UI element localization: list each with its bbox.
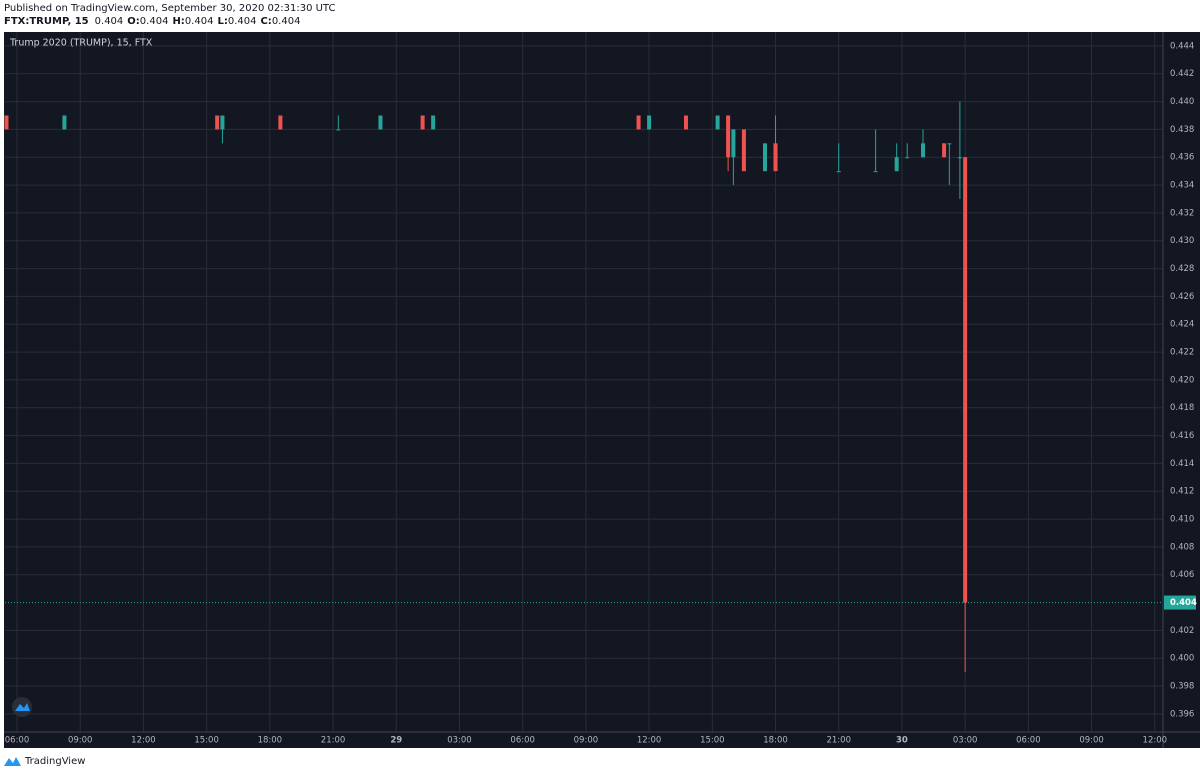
y-tick-label: 0.432: [1170, 208, 1194, 218]
candle-body: [683, 115, 688, 130]
candle-body: [741, 129, 746, 172]
y-tick-label: 0.444: [1170, 41, 1194, 51]
candle-body: [762, 143, 767, 172]
y-tick-label: 0.418: [1170, 403, 1194, 413]
candle-body: [836, 171, 841, 173]
candle-body: [773, 143, 778, 172]
ohlc-value: 0.404: [185, 16, 214, 27]
candle-body: [905, 157, 910, 159]
candle-body: [278, 115, 283, 130]
y-tick-label: 0.400: [1170, 654, 1194, 664]
ohlc-label: L:: [217, 16, 227, 27]
candle-body: [921, 143, 926, 158]
y-tick-label: 0.414: [1170, 459, 1194, 469]
y-tick-label: 0.428: [1170, 264, 1194, 274]
last-price-badge: [1164, 595, 1196, 610]
x-tick-label: 30: [896, 736, 908, 746]
ohlc-value: 0.404: [272, 16, 301, 27]
y-tick-label: 0.420: [1170, 375, 1194, 385]
ohlc-label: O:: [127, 16, 140, 27]
y-tick-label: 0.436: [1170, 153, 1194, 163]
x-tick-label: 15:00: [700, 736, 725, 746]
published-note: Published on TradingView.com, September …: [4, 3, 335, 14]
y-tick-label: 0.408: [1170, 542, 1194, 552]
candles: [4, 101, 968, 673]
x-tick-label: 06:00: [510, 736, 535, 746]
symbol-legend: FTX:TRUMP, 15 0.404 O:0.404 H:0.404 L:0.404 C…: [4, 16, 300, 27]
x-tick-label: 18:00: [763, 736, 788, 746]
x-tick-label: 18:00: [258, 736, 283, 746]
logo-icon: [15, 703, 30, 711]
x-tick-label: 12:00: [1143, 736, 1168, 746]
y-tick-label: 0.434: [1170, 181, 1194, 191]
x-tick-label: 29: [390, 736, 402, 746]
candle-body: [957, 157, 962, 159]
y-tick-label: 0.410: [1170, 515, 1194, 525]
y-tick-label: 0.422: [1170, 348, 1194, 358]
x-tick-label: 12:00: [637, 736, 662, 746]
candle-body: [715, 115, 720, 130]
y-tick-label: 0.416: [1170, 431, 1194, 441]
plot-background: [4, 32, 1200, 748]
y-tick-label: 0.440: [1170, 97, 1194, 107]
x-tick-label: 09:00: [574, 736, 599, 746]
y-tick-label: 0.406: [1170, 570, 1194, 580]
y-tick-label: 0.426: [1170, 292, 1194, 302]
ohlc-value: 0.404: [140, 16, 169, 27]
y-tick-label: 0.424: [1170, 320, 1194, 330]
candle-body: [947, 143, 952, 145]
x-tick-label: 03:00: [953, 736, 978, 746]
y-tick-label: 0.396: [1170, 709, 1194, 719]
candle-body: [636, 115, 641, 130]
candle-body: [336, 129, 341, 131]
candle-body: [4, 115, 9, 130]
footer-brand: TradingView: [24, 756, 85, 767]
x-tick-label: 12:00: [131, 736, 156, 746]
candle-body: [731, 129, 736, 158]
candle-body: [62, 115, 67, 130]
last-price-label: 0.404: [1170, 598, 1197, 608]
candle-body: [894, 157, 899, 172]
candle-body: [378, 115, 383, 130]
y-tick-label: 0.398: [1170, 682, 1194, 692]
y-tick-label: 0.412: [1170, 487, 1194, 497]
candle-body: [220, 115, 225, 130]
x-tick-label: 09:00: [1079, 736, 1104, 746]
ohlc-label: C:: [260, 16, 271, 27]
candle-body: [873, 171, 878, 173]
y-tick-label: 0.402: [1170, 626, 1194, 636]
ohlc-value: 0.404: [228, 16, 257, 27]
chart-title: Trump 2020 (TRUMP), 15, FTX: [9, 38, 153, 49]
ohlc-label: H:: [172, 16, 184, 27]
x-tick-label: 06:00: [5, 736, 30, 746]
candle-body: [420, 115, 425, 130]
x-tick-label: 09:00: [68, 736, 93, 746]
candle-body: [942, 143, 947, 158]
x-tick-label: 21:00: [826, 736, 851, 746]
x-tick-label: 21:00: [321, 736, 346, 746]
candle-body: [726, 115, 731, 158]
symbol: FTX:TRUMP, 15: [4, 16, 89, 27]
grid: [5, 32, 1163, 732]
y-tick-label: 0.430: [1170, 236, 1194, 246]
candle-body: [963, 157, 968, 603]
y-tick-label: 0.442: [1170, 69, 1194, 79]
candle-body: [215, 115, 220, 130]
x-tick-label: 06:00: [1016, 736, 1041, 746]
footer-logo: [4, 757, 21, 766]
x-tick-label: 03:00: [447, 736, 472, 746]
x-tick-label: 15:00: [194, 736, 219, 746]
y-tick-label: 0.438: [1170, 125, 1194, 135]
candle-body: [647, 115, 652, 130]
candle-body: [431, 115, 436, 130]
last-value: 0.404: [95, 16, 124, 27]
